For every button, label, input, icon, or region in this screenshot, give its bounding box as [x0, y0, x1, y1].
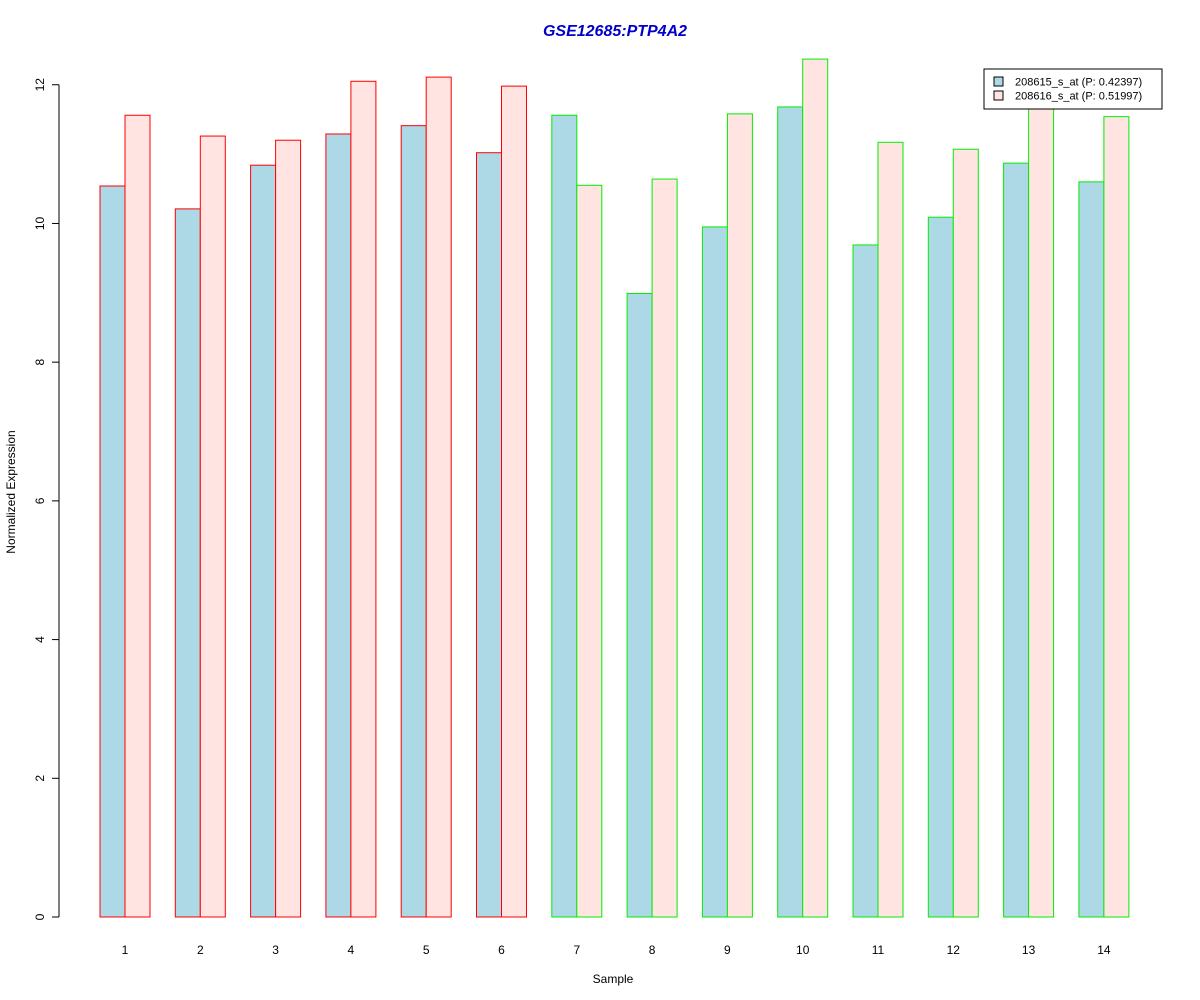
bar-2-series-1 — [174, 208, 201, 918]
x-tick-label-2: 2 — [197, 943, 204, 957]
y-axis-label: Normalized Expression — [4, 430, 18, 553]
bar-6-series-1 — [476, 152, 502, 918]
bar-13-series-1 — [1003, 162, 1030, 918]
bar-1-series-2 — [124, 114, 151, 918]
x-tick-label-10: 10 — [796, 943, 810, 957]
bar-9-series-1 — [701, 226, 728, 918]
bar-9-series-2 — [726, 113, 753, 918]
bar-8-series-1 — [626, 293, 653, 918]
bar-10-series-2 — [802, 58, 829, 918]
bar-6-series-2 — [501, 85, 527, 918]
x-tick-label-8: 8 — [649, 943, 656, 957]
legend-label-1: 208615_s_at (P: 0.42397) — [1015, 77, 1142, 89]
x-tick-label-3: 3 — [272, 943, 279, 957]
x-tick-label-12: 12 — [947, 943, 961, 957]
x-tick-label-13: 13 — [1022, 943, 1036, 957]
x-tick-label-4: 4 — [348, 943, 355, 957]
bar-4-series-1 — [325, 133, 352, 918]
y-tick-label-10: 10 — [33, 216, 47, 230]
legend-label-2: 208616_s_at (P: 0.51997) — [1015, 91, 1142, 103]
bar-10-series-1 — [777, 106, 804, 918]
bar-5-series-2 — [425, 76, 452, 918]
bar-7-series-1 — [551, 114, 578, 918]
legend-swatch-2 — [993, 90, 1004, 101]
y-tick-label-0: 0 — [33, 913, 47, 920]
bar-5-series-1 — [400, 125, 427, 918]
bar-14-series-1 — [1078, 181, 1105, 918]
legend-swatch-1 — [993, 76, 1004, 87]
x-tick-label-7: 7 — [573, 943, 580, 957]
bars-group — [99, 58, 1130, 918]
y-tick-label-2: 2 — [33, 775, 47, 782]
y-tick-label-12: 12 — [33, 78, 47, 92]
bar-4-series-2 — [350, 80, 377, 918]
y-tick-label-8: 8 — [33, 359, 47, 366]
x-tick-labels: 1 2 3 4 5 6 7 8 9 10 11 12 13 14 — [122, 943, 1111, 957]
bar-7-series-2 — [576, 184, 603, 918]
bar-11-series-1 — [852, 244, 879, 918]
y-axis: 0 2 4 6 8 10 12 — [33, 78, 60, 920]
y-tick-label-4: 4 — [33, 636, 47, 643]
x-tick-label-9: 9 — [724, 943, 731, 957]
bar-8-series-2 — [651, 178, 678, 918]
bar-11-series-2 — [877, 141, 904, 918]
bar-3-series-1 — [250, 164, 277, 918]
bar-14-series-2 — [1103, 116, 1130, 918]
legend-box — [983, 68, 1163, 110]
y-tick-label-6: 6 — [33, 497, 47, 504]
x-tick-label-11: 11 — [872, 943, 885, 957]
x-tick-label-5: 5 — [423, 943, 430, 957]
chart-title: GSE12685:PTP4A2 — [543, 23, 687, 40]
bar-12-series-2 — [952, 148, 979, 918]
bar-3-series-2 — [275, 139, 302, 918]
x-axis-label: Sample — [593, 972, 634, 986]
x-tick-label-6: 6 — [498, 943, 505, 957]
bar-1-series-1 — [99, 185, 126, 918]
x-tick-label-1: 1 — [122, 943, 129, 957]
x-tick-label-14: 14 — [1097, 943, 1111, 957]
bar-2-series-2 — [199, 135, 226, 918]
bar-13-series-2 — [1028, 105, 1055, 918]
bar-12-series-1 — [927, 216, 954, 918]
legend: 208615_s_at (P: 0.42397) 208616_s_at (P: … — [983, 68, 1163, 110]
